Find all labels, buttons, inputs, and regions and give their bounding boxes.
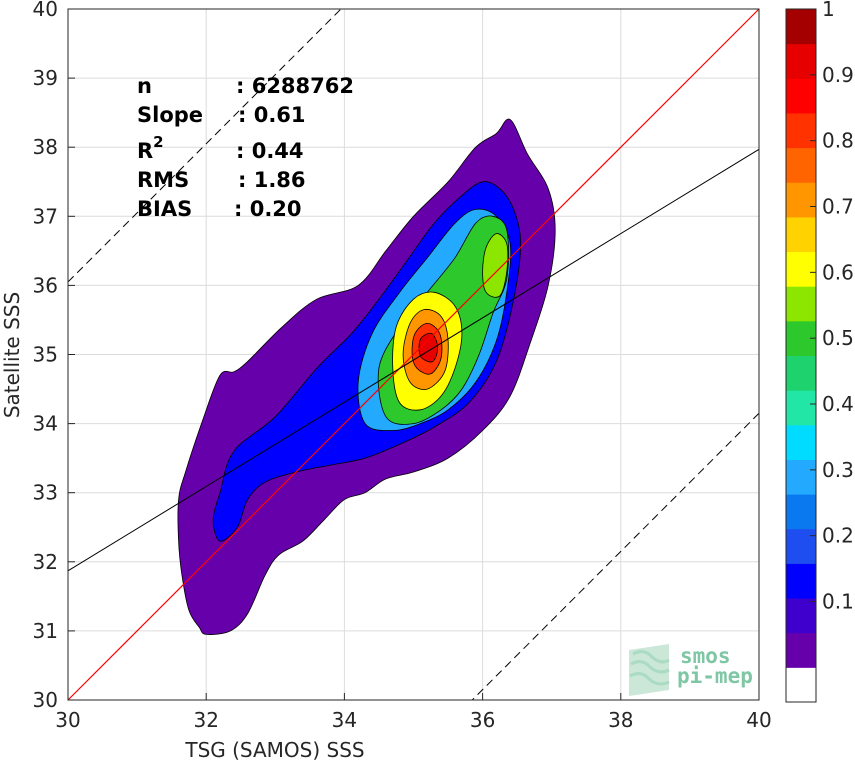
y-axis-ticks: 30 31 32 33 34 35 36 37 38 39 40	[33, 0, 75, 712]
x-tick-label: 30	[55, 708, 80, 732]
stat-bias-value: : 0.20	[234, 197, 302, 221]
density-contour	[482, 233, 509, 298]
stat-slope-label: Slope	[137, 103, 203, 127]
x-tick-label: 34	[332, 708, 357, 732]
stat-rms-label: RMS	[137, 168, 189, 192]
y-axis-label: Satellite SSS	[0, 292, 24, 418]
stat-r2-label: R2	[137, 133, 164, 163]
colorbar-segment	[786, 528, 816, 564]
colorbar-segment	[786, 286, 816, 322]
colorbar-segment	[786, 390, 816, 426]
logo-line-2: pi-mep	[677, 664, 753, 688]
colorbar-tick-label: 0.4	[822, 392, 854, 416]
y-tick-label: 40	[33, 0, 58, 21]
colorbar-segment	[786, 355, 816, 391]
y-tick-label: 32	[33, 550, 58, 574]
colorbar-segment	[786, 563, 816, 599]
colorbar-tick-label: 0.2	[822, 524, 854, 548]
colorbar-tick-label: 1	[822, 0, 835, 21]
stat-r2-superscript: 2	[153, 133, 163, 151]
colorbar-segment	[786, 424, 816, 460]
colorbar-tick-label: 0.6	[822, 260, 854, 284]
stat-bias-label: BIAS	[137, 197, 192, 221]
smos-pimep-logo: smos pi-mep	[629, 644, 753, 696]
colorbar-tick-label: 0.7	[822, 195, 854, 219]
x-axis-ticks: 30 32 34 36 38 40	[55, 693, 772, 732]
colorbar-segment	[786, 78, 816, 114]
reference-lines	[67, 8, 760, 701]
y-tick-label: 34	[33, 412, 58, 436]
identity-line	[67, 8, 760, 701]
stat-slope-value: : 0.61	[238, 103, 306, 127]
colorbar-segment	[786, 598, 816, 634]
x-tick-label: 32	[193, 708, 218, 732]
y-tick-label: 33	[33, 481, 58, 505]
y-tick-label: 36	[33, 273, 58, 297]
colorbar-segment	[786, 494, 816, 530]
logo-line-1: smos	[680, 644, 731, 668]
colorbar-segment	[786, 667, 816, 703]
colorbar-tick-label: 0.1	[822, 590, 854, 614]
y-tick-label: 38	[33, 135, 58, 159]
colorbar-segment	[786, 251, 816, 287]
colorbar-segment	[786, 112, 816, 149]
density-contour	[418, 332, 439, 363]
logo-wave-icon	[629, 644, 670, 696]
colorbar-segment	[786, 147, 816, 183]
stats-box: n : 6288762 Slope : 0.61 R2 : 0.44 RMS :…	[137, 74, 354, 221]
x-tick-label: 38	[608, 708, 633, 732]
stat-rms-value: : 1.86	[238, 168, 306, 192]
stat-n-value: : 6288762	[236, 74, 354, 98]
colorbar-segment	[786, 182, 816, 218]
lower-dashed-line	[471, 412, 760, 701]
y-tick-label: 31	[33, 619, 58, 643]
stat-r2-letter: R	[137, 139, 153, 163]
colorbar-tick-label: 0.9	[822, 63, 854, 87]
colorbar-segment	[786, 632, 816, 668]
x-tick-label: 40	[746, 708, 771, 732]
colorbar-tick-label: 0.8	[822, 129, 854, 153]
y-tick-label: 37	[33, 204, 58, 228]
colorbar-segment	[786, 9, 816, 45]
density-contours	[177, 118, 556, 635]
colorbar-segment	[786, 43, 816, 79]
colorbar-frame	[785, 8, 817, 703]
stat-r2-value: : 0.44	[236, 139, 304, 163]
colorbar-tick-label: 0.3	[822, 458, 854, 482]
colorbar-ticks: 0.1 0.2 0.3 0.4 0.5 0.6 0.7 0.8 0.9 1	[810, 0, 854, 614]
x-axis-label: TSG (SAMOS) SSS	[184, 738, 364, 762]
colorbar-segment	[786, 216, 816, 253]
y-tick-label: 35	[33, 343, 58, 367]
regression-line	[67, 148, 760, 572]
y-tick-label: 39	[33, 66, 58, 90]
colorbar-tick-label: 0.5	[822, 326, 854, 350]
stat-n-label: n	[137, 74, 152, 98]
y-tick-label: 30	[33, 688, 58, 712]
colorbar	[785, 8, 817, 703]
colorbar-segment	[786, 459, 816, 495]
x-tick-label: 36	[470, 708, 495, 732]
